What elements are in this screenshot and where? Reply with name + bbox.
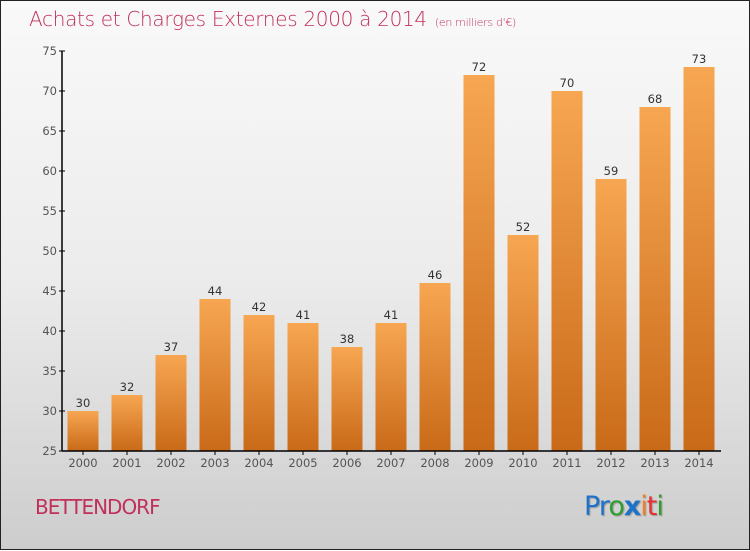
- data-label-2011: 70: [560, 76, 575, 90]
- x-tick-label: 2011: [552, 456, 581, 470]
- data-label-2002: 37: [164, 340, 179, 354]
- y-tick-label: 75: [42, 44, 57, 58]
- logo-letter: x: [623, 491, 641, 522]
- x-tick-label: 2014: [684, 456, 713, 470]
- y-tick-label: 35: [42, 364, 57, 378]
- bar-2009: [463, 75, 495, 451]
- data-label-2001: 32: [120, 380, 135, 394]
- data-label-2004: 42: [252, 300, 267, 314]
- data-label-2012: 59: [604, 164, 619, 178]
- logo-letter: i: [640, 491, 647, 522]
- data-label-2000: 30: [76, 396, 91, 410]
- y-tick-label: 50: [42, 244, 57, 258]
- x-tick-label: 2010: [508, 456, 537, 470]
- logo-letter: t: [646, 491, 658, 522]
- y-tick-label: 25: [42, 444, 57, 458]
- x-tick-label: 2000: [68, 456, 97, 470]
- bar-2014: [683, 67, 715, 451]
- chart-subtitle: (en milliers d'€): [434, 16, 517, 29]
- bar-2012: [595, 179, 627, 451]
- data-label-2013: 68: [648, 92, 663, 106]
- data-label-2007: 41: [384, 308, 399, 322]
- data-label-2005: 41: [296, 308, 311, 322]
- bar-2001: [111, 395, 143, 451]
- bar-2011: [551, 91, 583, 451]
- x-tick-label: 2007: [376, 456, 405, 470]
- logo-letter: o: [608, 491, 625, 522]
- bar-2008: [419, 283, 451, 451]
- bar-2013: [639, 107, 671, 451]
- bar-2006: [331, 347, 363, 451]
- x-tick-label: 2004: [244, 456, 273, 470]
- axes-group: 2000 2001 2002 2003 2004 2005 2006 2007 2008 2009…: [42, 44, 721, 470]
- chart-title-text: Achats et Charges Externes 2000 à 2014: [29, 7, 427, 31]
- y-tick-label: 65: [42, 124, 57, 138]
- bars-group: 30 32 37 44 42 41 38 41 46 72 52 70 59 68 73: [67, 52, 715, 451]
- y-tick-label: 60: [42, 164, 57, 178]
- bar-2003: [199, 299, 231, 451]
- x-tick-label: 2012: [596, 456, 625, 470]
- y-tick-label: 40: [42, 324, 57, 338]
- bar-2007: [375, 323, 407, 451]
- x-tick-label: 2001: [112, 456, 141, 470]
- y-tick-label: 70: [42, 84, 57, 98]
- town-name: BETTENDORF: [35, 495, 161, 519]
- logo-letter: r: [598, 491, 609, 522]
- chart-title: Achats et Charges Externes 2000 à 2014 (e…: [29, 7, 516, 31]
- y-tick-label: 55: [42, 204, 57, 218]
- bar-2005: [287, 323, 319, 451]
- data-label-2006: 38: [340, 332, 355, 346]
- y-tick-label: 30: [42, 404, 57, 418]
- data-label-2003: 44: [208, 284, 223, 298]
- x-tick-label: 2003: [200, 456, 229, 470]
- bar-2002: [155, 355, 187, 451]
- bar-2010: [507, 235, 539, 451]
- x-tick-label: 2013: [640, 456, 669, 470]
- x-tick-label: 2009: [464, 456, 493, 470]
- y-tick-label: 45: [42, 284, 57, 298]
- bar-2004: [243, 315, 275, 451]
- x-tick-label: 2002: [156, 456, 185, 470]
- bar-2000: [67, 411, 99, 451]
- x-tick-label: 2006: [332, 456, 361, 470]
- data-label-2009: 72: [472, 60, 487, 74]
- logo-letter: i: [656, 491, 663, 522]
- proxiti-logo[interactable]: Proxiti: [584, 491, 664, 522]
- x-tick-label: 2008: [420, 456, 449, 470]
- data-label-2014: 73: [692, 52, 707, 66]
- x-tick-label: 2005: [288, 456, 317, 470]
- logo-letter: P: [584, 491, 600, 522]
- data-label-2008: 46: [428, 268, 443, 282]
- data-label-2010: 52: [516, 220, 531, 234]
